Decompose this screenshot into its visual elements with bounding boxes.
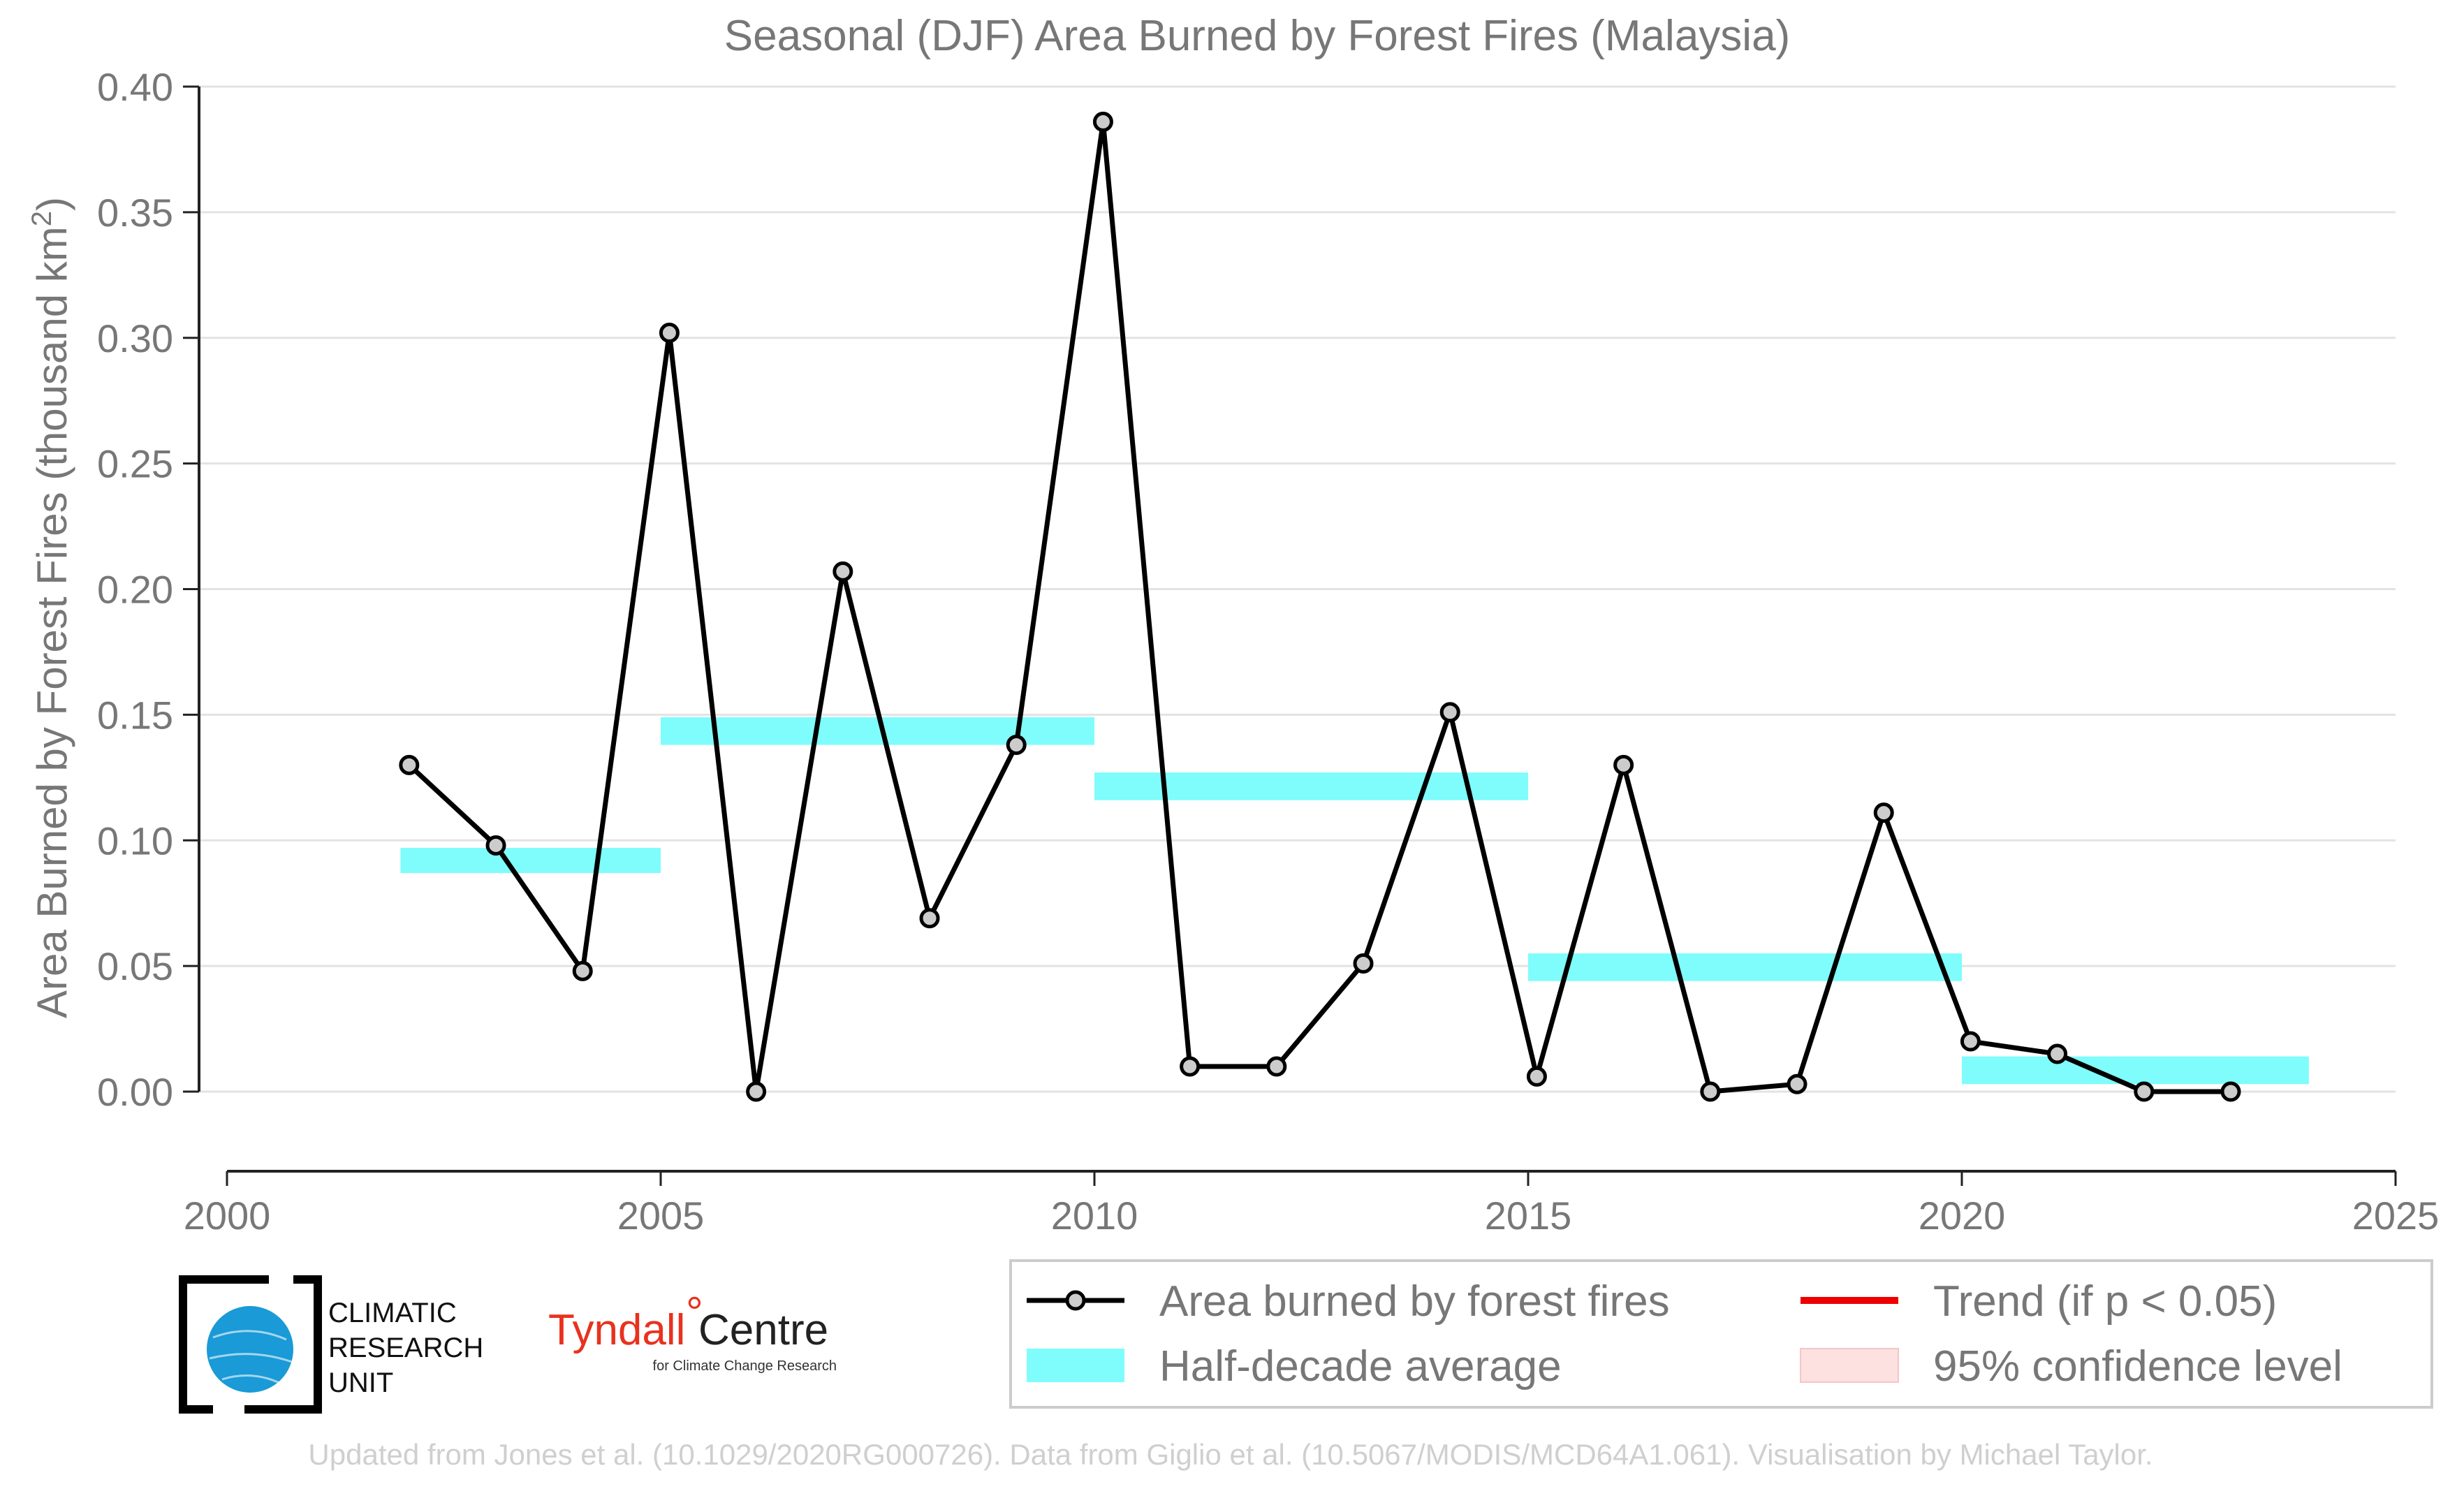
y-tick-label: 0.25: [97, 442, 173, 486]
legend-box: [1009, 1259, 2433, 1409]
y-axis-label-text: Area Burned by Forest Fires (thousand km: [29, 226, 75, 1018]
x-tick-label: 2010: [1051, 1194, 1138, 1238]
y-tick-label: 0.15: [97, 693, 173, 737]
legend-label: Trend (if p < 0.05): [1933, 1277, 2277, 1326]
cru-logo-bracket-right: [244, 1275, 322, 1414]
cru-globe-lines: [209, 1330, 293, 1384]
y-tick-label: 0.00: [97, 1070, 173, 1114]
data-point: [399, 754, 420, 775]
data-point: [746, 1081, 767, 1102]
legend-label: 95% confidence level: [1933, 1342, 2342, 1391]
footer-credits: Updated from Jones et al. (10.1029/2020R…: [308, 1438, 2153, 1471]
cru-logo-line-1: CLIMATIC: [328, 1298, 457, 1328]
data-point: [659, 323, 680, 344]
half-decade-average-bar: [1962, 1056, 2309, 1085]
y-tick-label: 0.40: [97, 65, 173, 109]
data-point: [1700, 1081, 1721, 1102]
half-decade-average-bar: [400, 848, 661, 874]
data-point: [1266, 1056, 1287, 1077]
y-axis-label-close: ): [29, 197, 75, 211]
cru-logo-line-2: RESEARCH: [328, 1333, 483, 1363]
y-tick-label: 0.10: [97, 819, 173, 863]
gridlines: [199, 85, 2396, 1093]
y-axis-label-superscript: 2: [27, 211, 57, 226]
data-point: [1092, 111, 1113, 132]
x-tick-label: 2020: [1919, 1194, 2006, 1238]
data-point: [485, 835, 506, 856]
tyndall-logo-degree: °: [686, 1289, 703, 1337]
legend-swatch-band: [1027, 1349, 1124, 1382]
y-tick-label: 0.20: [97, 568, 173, 612]
tyndall-logo-centre: Centre: [698, 1306, 828, 1354]
data-point: [2220, 1081, 2241, 1102]
data-series: [399, 111, 2241, 1102]
x-tick-label: 2005: [617, 1194, 705, 1238]
legend-swatch-marker: [1065, 1290, 1086, 1311]
tyndall-logo-name: Tyndall: [548, 1306, 685, 1354]
axes: [198, 87, 2396, 1173]
data-point: [1439, 702, 1460, 723]
data-point: [2134, 1081, 2155, 1102]
y-tick-label: 0.35: [97, 191, 173, 235]
data-point: [1526, 1066, 1547, 1087]
data-point: [1787, 1073, 1807, 1094]
half-decade-average-bar: [661, 717, 1094, 745]
data-point: [833, 561, 853, 582]
half-decade-averages: [400, 717, 2309, 1085]
data-point: [1960, 1031, 1981, 1052]
x-axis-ticks: 2000 2005 2010 2015 2020 2025: [184, 1171, 2440, 1238]
data-point: [572, 960, 593, 981]
legend-items: Area burned by forest fires Trend (if p <…: [1027, 1277, 2342, 1391]
y-axis-ticks: 0.00 0.05 0.10 0.15 0.20 0.25 0.30 0.35 0.40: [97, 65, 199, 1114]
legend-label: Area burned by forest fires: [1159, 1277, 1670, 1326]
cru-logo: CLIMATIC RESEARCH UNIT: [179, 1275, 483, 1414]
y-tick-label: 0.05: [97, 944, 173, 988]
data-point: [2047, 1043, 2068, 1064]
cru-logo-line-3: UNIT: [328, 1367, 393, 1398]
data-point: [1613, 754, 1634, 775]
data-point: [1353, 953, 1374, 974]
data-point: [1180, 1056, 1201, 1077]
half-decade-average-bar: [1528, 953, 1962, 981]
chart-title: Seasonal (DJF) Area Burned by Forest Fir…: [724, 12, 1790, 60]
legend: Area burned by forest fires Trend (if p <…: [1009, 1259, 2433, 1409]
legend-swatch-band: [1800, 1348, 1899, 1383]
data-point: [1006, 735, 1027, 756]
data-point: [1873, 802, 1894, 823]
cru-globe-icon: [207, 1306, 293, 1393]
x-tick-label: 2015: [1485, 1194, 1572, 1238]
x-tick-label: 2000: [184, 1194, 271, 1238]
y-axis-label: Area Burned by Forest Fires (thousand km…: [27, 197, 75, 1018]
tyndall-logo: Tyndall ° Centre for Climate Change Rese…: [548, 1289, 837, 1374]
x-tick-label: 2025: [2352, 1194, 2440, 1238]
legend-label: Half-decade average: [1159, 1342, 1562, 1391]
y-tick-label: 0.30: [97, 316, 173, 360]
data-point: [919, 908, 940, 929]
series-line: [407, 119, 2231, 1094]
tyndall-logo-subtitle: for Climate Change Research: [653, 1358, 837, 1374]
